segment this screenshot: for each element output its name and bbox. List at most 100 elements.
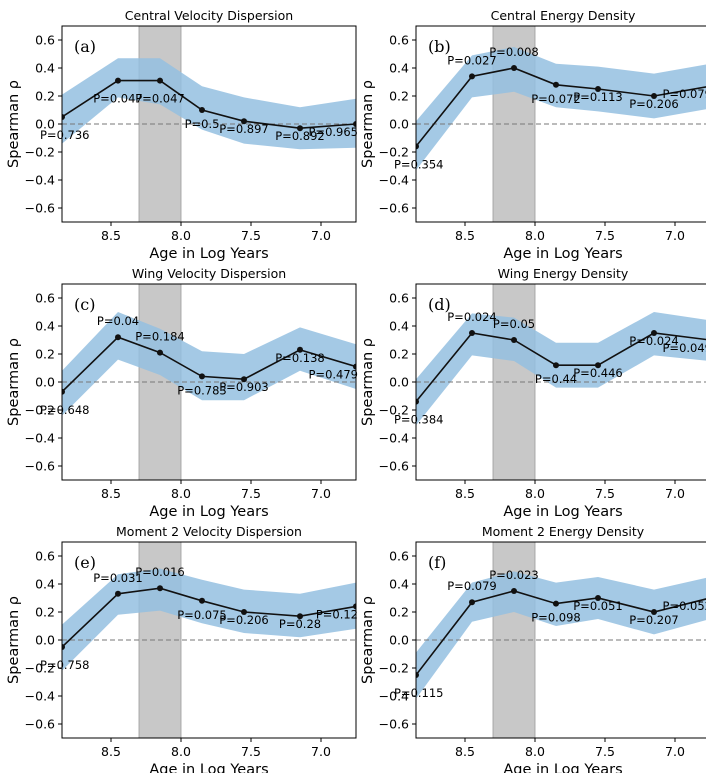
x-tick-label: 7.0 <box>311 486 331 501</box>
y-tick-label: −0.6 <box>25 459 55 474</box>
y-axis-label: Spearman ρ <box>6 596 22 684</box>
y-tick-label: −0.2 <box>379 145 409 160</box>
data-point <box>62 388 65 395</box>
y-tick-label: −0.2 <box>379 403 409 418</box>
p-value-label: P=0.12 <box>316 607 358 621</box>
y-tick-label: −0.4 <box>25 689 55 704</box>
x-axis-label: Age in Log Years <box>503 762 622 773</box>
data-point <box>241 376 247 383</box>
data-point <box>651 93 657 99</box>
x-axis-label: Age in Log Years <box>503 504 622 520</box>
y-tick-label: −0.2 <box>25 403 55 418</box>
x-axis-label: Age in Log Years <box>149 246 268 262</box>
panel-title: Central Velocity Dispersion <box>125 8 293 23</box>
y-tick-label: 0.2 <box>389 347 409 362</box>
panel-d: −0.6 −0.4 −0.2 0.0 0.2 0.4 0.6 8.5 8.0 7.5 7.0 Wing… <box>360 266 706 520</box>
x-tick-label: 7.0 <box>311 744 331 759</box>
x-tick-label: 8.5 <box>101 744 121 759</box>
p-value-label: P=0.113 <box>573 90 623 104</box>
x-tick-label: 8.5 <box>101 228 121 243</box>
data-point <box>115 77 121 84</box>
y-axis-label: Spearman ρ <box>360 338 376 426</box>
data-point <box>115 334 121 341</box>
data-point <box>157 349 163 356</box>
y-tick-label: 0.6 <box>389 33 409 48</box>
y-tick-label: −0.6 <box>379 201 409 216</box>
p-value-label: P=0.736 <box>40 128 90 142</box>
y-tick-label: −0.6 <box>379 717 409 732</box>
data-point <box>553 362 559 369</box>
y-tick-label: 0.0 <box>389 117 409 132</box>
confidence-band <box>416 312 706 426</box>
y-tick-label: −0.6 <box>379 459 409 474</box>
p-value-label: P=0.138 <box>275 351 325 365</box>
x-tick-label: 7.5 <box>595 744 615 759</box>
x-tick-label: 8.5 <box>455 486 475 501</box>
p-value-label: P=0.354 <box>394 157 444 171</box>
x-tick-label: 7.0 <box>665 744 685 759</box>
x-tick-label: 7.5 <box>241 228 261 243</box>
data-point <box>553 81 559 88</box>
data-point <box>595 362 601 369</box>
data-point <box>416 398 419 405</box>
panel-title: Moment 2 Velocity Dispersion <box>116 524 302 539</box>
data-point <box>241 609 247 615</box>
p-value-label: P=0.079 <box>447 579 497 593</box>
y-tick-label: −0.2 <box>25 145 55 160</box>
data-point <box>157 585 163 592</box>
data-point <box>62 114 65 120</box>
p-value-label: P=0.031 <box>93 571 143 585</box>
data-point <box>511 337 517 343</box>
panel-title: Moment 2 Energy Density <box>482 524 645 539</box>
y-tick-label: −0.2 <box>379 661 409 676</box>
data-point <box>416 672 419 678</box>
p-value-label: P=0.28 <box>279 617 321 631</box>
y-tick-label: 0.0 <box>35 633 55 648</box>
y-axis-label: Spearman ρ <box>360 596 376 684</box>
y-tick-label: −0.6 <box>25 717 55 732</box>
x-tick-label: 8.0 <box>171 744 191 759</box>
x-tick-label: 7.0 <box>665 228 685 243</box>
p-value-label: P=0.758 <box>40 658 90 672</box>
p-value-label: P=0.075 <box>177 608 227 622</box>
data-point <box>199 373 205 380</box>
data-point <box>553 600 559 607</box>
y-tick-label: 0.6 <box>35 549 55 564</box>
x-tick-label: 8.0 <box>525 744 545 759</box>
y-axis-label: Spearman ρ <box>360 80 376 168</box>
x-tick-label: 8.0 <box>525 486 545 501</box>
x-axis-label: Age in Log Years <box>149 504 268 520</box>
x-tick-label: 8.0 <box>525 228 545 243</box>
y-tick-label: 0.0 <box>389 633 409 648</box>
p-value-label: P=0.783 <box>177 383 227 397</box>
y-tick-label: −0.4 <box>379 173 409 188</box>
p-value-label: P=0.024 <box>447 310 497 324</box>
data-point <box>199 597 205 604</box>
y-tick-label: 0.0 <box>35 375 55 390</box>
panel-e: −0.6 −0.4 −0.2 0.0 0.2 0.4 0.6 8.5 8.0 7.5 7.0 Mome… <box>6 524 358 773</box>
y-tick-label: 0.2 <box>35 89 55 104</box>
confidence-band <box>416 571 706 699</box>
panel-letter: (f) <box>428 553 446 572</box>
data-point <box>511 588 517 594</box>
y-tick-label: 0.4 <box>389 319 409 334</box>
confidence-band <box>62 312 356 416</box>
data-point <box>353 363 356 370</box>
panel-title: Wing Velocity Dispersion <box>132 266 286 281</box>
y-tick-label: 0.6 <box>35 33 55 48</box>
y-tick-label: 0.6 <box>389 291 409 306</box>
panel-c: −0.6 −0.4 −0.2 0.0 0.2 0.4 0.6 8.5 8.0 7.5 7.0 Wing… <box>6 266 358 520</box>
y-tick-label: 0.0 <box>389 375 409 390</box>
panel-letter: (c) <box>74 295 95 314</box>
panel-title: Wing Energy Density <box>498 266 629 281</box>
p-value-label: P=0.051 <box>573 599 623 613</box>
data-point <box>297 125 303 132</box>
panel-letter: (b) <box>428 37 451 56</box>
p-value-label: P=0.023 <box>489 568 539 582</box>
data-point <box>115 590 121 597</box>
data-point <box>199 107 205 113</box>
plot-area <box>62 284 356 480</box>
panel-letter: (e) <box>74 553 96 572</box>
data-point <box>416 143 419 150</box>
